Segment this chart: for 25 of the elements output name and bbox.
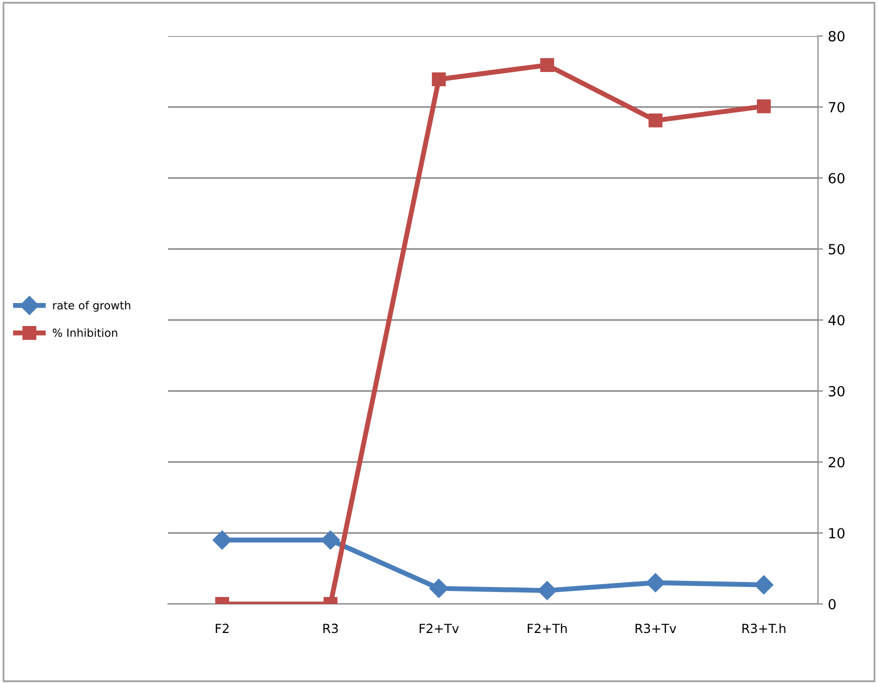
point xyxy=(212,530,232,550)
point xyxy=(538,580,557,600)
point xyxy=(648,114,662,128)
x-tick-label: R3+Tv xyxy=(636,624,676,634)
x-tick-label: F2+Tv xyxy=(420,624,459,633)
point xyxy=(756,99,771,114)
x-tick-label: R3+T.h xyxy=(742,623,786,634)
x-tick-label: R3 xyxy=(323,624,338,634)
x-tick-label: F2 xyxy=(216,624,228,633)
y-tick-label: 20 xyxy=(828,456,844,468)
y-tick-label: 80 xyxy=(828,30,844,42)
x-tick-label: F2+Th xyxy=(528,623,567,633)
y-tick-label: 30 xyxy=(828,386,844,396)
point xyxy=(754,575,774,594)
legend-label: rate of growth xyxy=(53,300,130,312)
y-tick-label: 70 xyxy=(828,102,844,112)
y-tick-label: 60 xyxy=(828,172,844,184)
point xyxy=(429,578,448,598)
legend-label: % Inhibition xyxy=(52,328,118,337)
y-tick-label: 40 xyxy=(828,314,844,326)
y-tick-label: 0 xyxy=(828,598,836,610)
point xyxy=(432,72,446,86)
point xyxy=(540,58,554,72)
y-tick-label: 10 xyxy=(829,528,844,538)
y-tick-label: 50 xyxy=(828,244,844,254)
